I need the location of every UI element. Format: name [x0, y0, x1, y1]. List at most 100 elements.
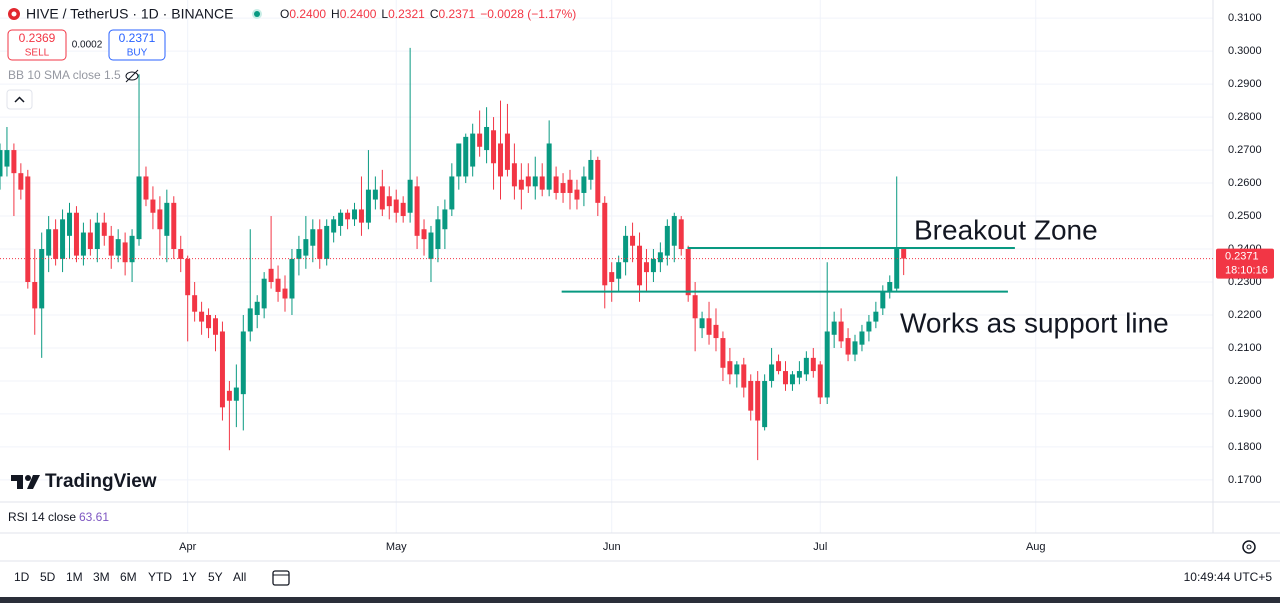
candle-body [317, 229, 323, 259]
range-button[interactable]: 6M [120, 570, 137, 584]
symbol-title[interactable]: HIVE / TetherUS · 1D · BINANCE [26, 6, 233, 22]
candle-body [762, 380, 768, 428]
ohlc-value: 0.2400 [289, 7, 326, 21]
candle-body [310, 229, 316, 246]
candle-body [894, 249, 900, 289]
candle-body [824, 331, 830, 398]
candle-body [602, 202, 608, 286]
candle-body [713, 324, 719, 339]
candle-body [887, 282, 893, 292]
candle-body [275, 278, 281, 292]
candle-body [164, 202, 170, 236]
candle-body [796, 371, 802, 378]
candle-body [720, 338, 726, 368]
candle-body [108, 235, 114, 256]
sell-button[interactable] [7, 29, 67, 61]
y-tick-label: 0.2500 [1228, 210, 1262, 222]
candle-body [379, 186, 385, 210]
clock[interactable]: 10:49:44 UTC+5 [1184, 570, 1273, 584]
range-button[interactable]: 1D [14, 570, 30, 584]
range-button[interactable]: YTD [148, 570, 172, 584]
range-buttons: 1D 5D 1M 3M 6M YTD 1Y 5Y All [14, 570, 246, 584]
candle-body [463, 136, 469, 177]
candle-body [87, 232, 93, 250]
candle-body [484, 126, 490, 151]
candle-body [734, 364, 740, 375]
candle-body [331, 219, 337, 233]
range-button[interactable]: 5Y [208, 570, 223, 584]
candle-body [664, 225, 670, 256]
y-tick-label: 0.2700 [1228, 144, 1262, 156]
candle-body [46, 229, 52, 256]
candle-body [192, 295, 198, 312]
candle-body [456, 143, 462, 177]
candle-body [115, 239, 121, 256]
ohlc-key: L [381, 7, 388, 21]
range-button[interactable]: 3M [93, 570, 110, 584]
collapse-button[interactable] [6, 89, 33, 110]
candle-body [504, 133, 510, 170]
candle-body [873, 311, 879, 322]
range-button[interactable]: All [233, 570, 246, 584]
date-range-icon[interactable] [272, 570, 290, 586]
x-tick-label: Jun [603, 541, 621, 553]
candle-body [671, 216, 677, 246]
y-tick-label: 0.3000 [1228, 45, 1262, 57]
candle-body [32, 282, 38, 309]
rsi-label: RSI 14 close [8, 510, 76, 524]
y-tick-label: 0.2000 [1228, 375, 1262, 387]
candle-body [247, 308, 253, 332]
candle-body [532, 176, 538, 187]
candle-body [39, 249, 45, 309]
buy-button[interactable] [108, 29, 166, 61]
candles [0, 47, 1015, 461]
candle-body [324, 225, 330, 259]
ohlc-key: C [430, 7, 439, 21]
candle-body [539, 176, 545, 190]
sell-label: SELL [25, 48, 50, 59]
annotation: Breakout Zone [914, 214, 1098, 245]
candle-body [511, 163, 517, 187]
y-tick-label: 0.2300 [1228, 276, 1262, 288]
range-button[interactable]: 5D [40, 570, 56, 584]
candle-body [73, 212, 79, 256]
candle-body [755, 380, 761, 421]
x-tick-label: Jul [813, 541, 827, 553]
annotation: Works as support line [900, 307, 1169, 338]
candle-body [400, 202, 406, 217]
candle-body [866, 321, 872, 332]
candle-body [477, 133, 483, 147]
candle-body [212, 318, 218, 335]
candle-body [365, 189, 371, 223]
candle-body [567, 179, 573, 193]
range-button[interactable]: 1Y [182, 570, 197, 584]
candle-body [129, 235, 135, 263]
settings-icon[interactable] [1242, 540, 1256, 554]
candle-body [810, 357, 816, 372]
collapse-icon [14, 96, 25, 103]
hide-icon[interactable] [125, 69, 139, 83]
candle-body [338, 212, 344, 226]
candle-body [880, 291, 886, 309]
candle-body [803, 357, 809, 375]
symbol-icon-inner [11, 11, 17, 17]
candle-body [414, 186, 420, 236]
candle-body [233, 387, 239, 401]
candle-body [157, 209, 163, 230]
ohlc-value: 0.2321 [388, 7, 425, 21]
y-tick-label: 0.1900 [1228, 408, 1262, 420]
ohlc-value: 0.2400 [340, 7, 377, 21]
x-tick-label: Aug [1026, 541, 1046, 553]
candle-body [386, 196, 392, 207]
candle-body [491, 130, 497, 164]
range-button[interactable]: 1M [66, 570, 83, 584]
spread: 0.0002 [72, 40, 103, 51]
candle-body [254, 301, 260, 315]
candle-body [782, 371, 788, 385]
indicator-label[interactable]: BB 10 SMA close 1.5 [8, 68, 121, 82]
candle-body [449, 176, 455, 210]
candle-body [901, 249, 907, 259]
candle-body [122, 242, 128, 263]
candle-body [25, 176, 31, 283]
candle-body [219, 331, 225, 408]
